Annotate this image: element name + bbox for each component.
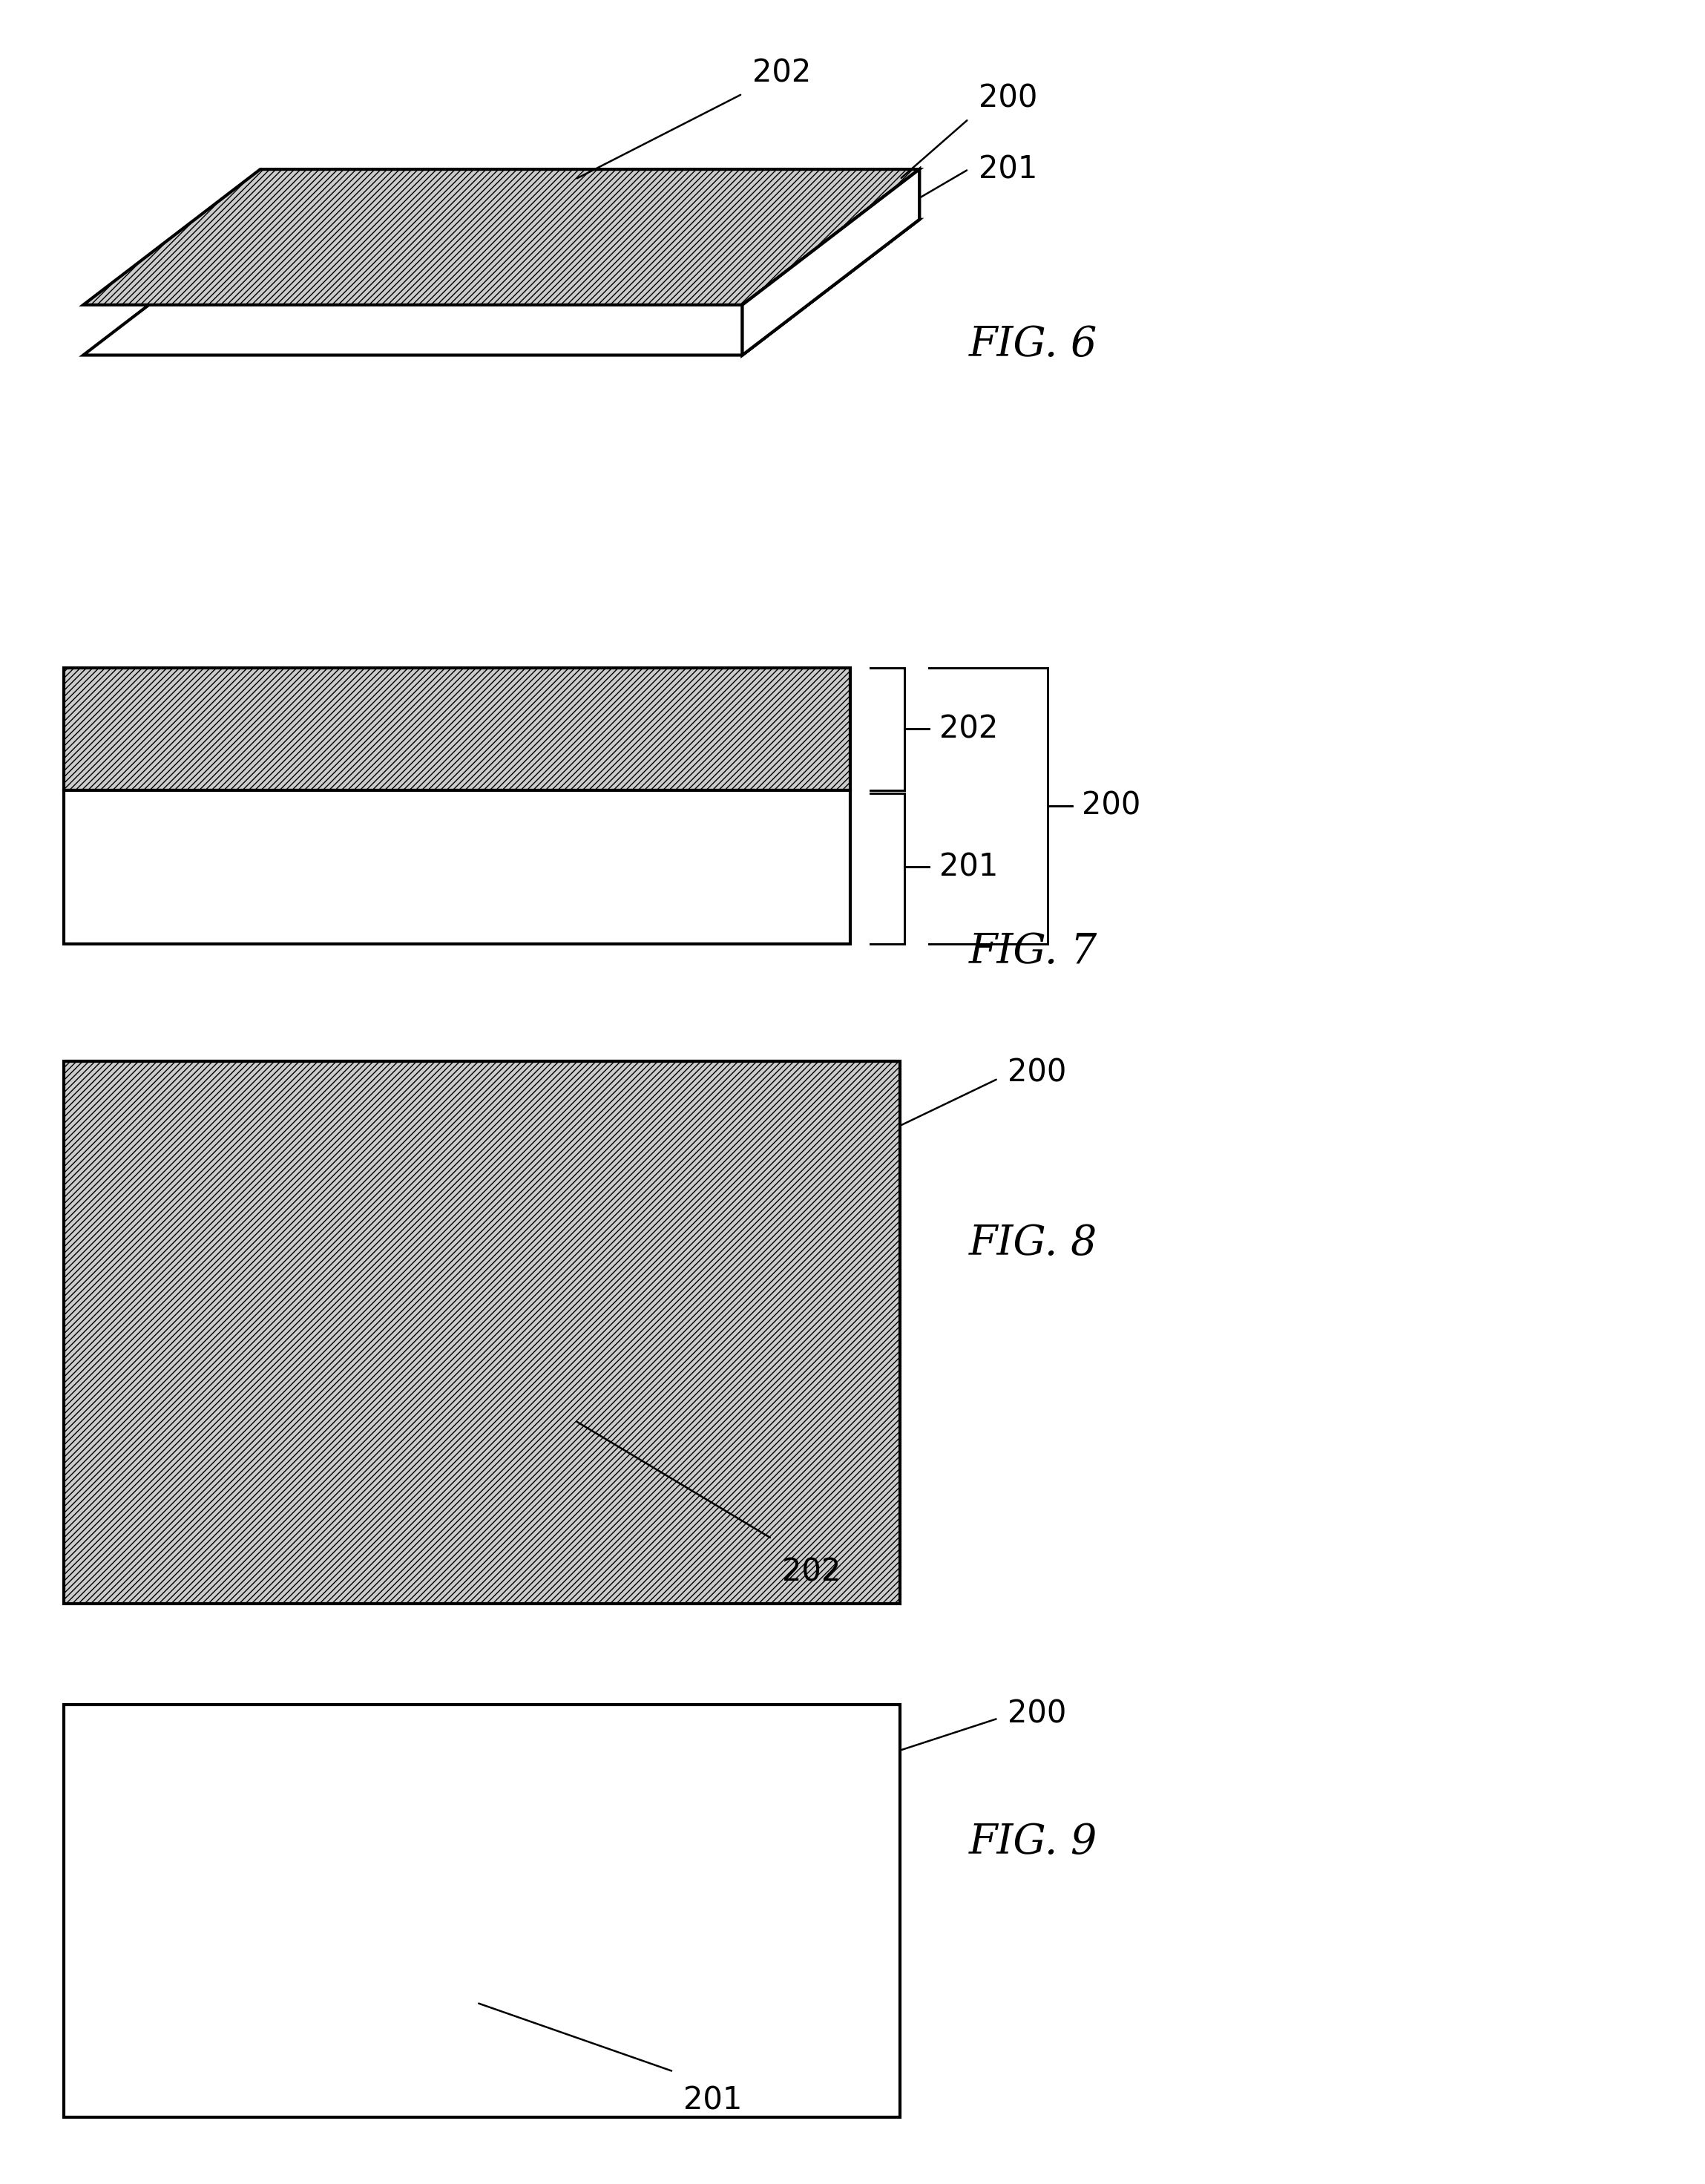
Text: FIG. 6: FIG. 6 [968, 325, 1096, 365]
Bar [63, 791, 851, 943]
Text: 200: 200 [1008, 1699, 1067, 1730]
Text: 201: 201 [939, 852, 997, 882]
Bar [63, 1704, 900, 2118]
Text: FIG. 8: FIG. 8 [968, 1223, 1096, 1265]
Text: 201: 201 [684, 2086, 742, 2116]
Polygon shape [742, 168, 919, 356]
Text: 200: 200 [979, 83, 1037, 114]
Polygon shape [742, 168, 919, 356]
Text: FIG. 7: FIG. 7 [968, 930, 1096, 972]
Text: 200: 200 [1008, 1057, 1067, 1088]
Polygon shape [742, 168, 919, 306]
Text: 202: 202 [752, 57, 812, 90]
Bar [63, 1061, 900, 1603]
Polygon shape [84, 168, 919, 306]
Text: FIG. 9: FIG. 9 [968, 1821, 1096, 1863]
Text: 200: 200 [1081, 791, 1141, 821]
Text: 202: 202 [939, 714, 997, 745]
Bar [63, 668, 851, 791]
Polygon shape [84, 218, 919, 356]
Text: 201: 201 [979, 153, 1037, 186]
Text: 202: 202 [781, 1557, 841, 1588]
